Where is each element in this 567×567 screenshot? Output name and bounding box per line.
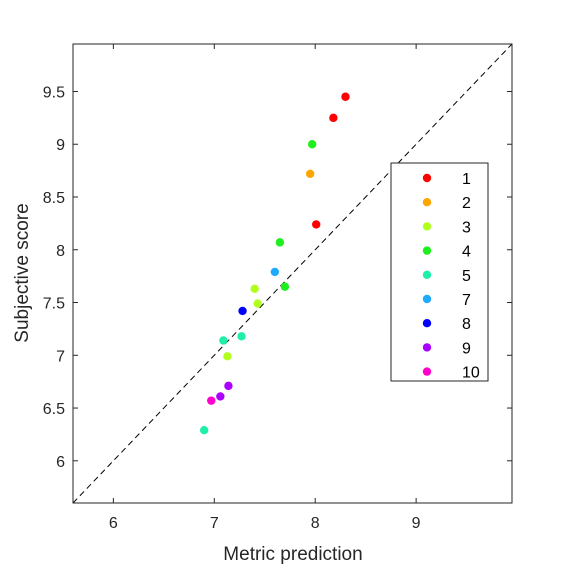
data-point-series-3 <box>250 284 259 293</box>
data-point-series-4 <box>280 282 290 291</box>
legend-label: 1 <box>462 171 471 188</box>
y-tick-label: 8.5 <box>43 190 65 207</box>
legend-marker-7 <box>422 294 432 304</box>
data-point-series-8 <box>238 306 247 316</box>
legend-label: 2 <box>462 195 471 212</box>
legend-marker-10 <box>422 367 432 376</box>
x-axis-label: Metric prediction <box>223 544 362 565</box>
data-point-series-3 <box>223 352 232 361</box>
y-tick-label: 9 <box>56 137 65 154</box>
y-tick-label: 8 <box>56 243 65 260</box>
x-tick-label: 8 <box>311 515 320 532</box>
legend-marker-8 <box>422 319 432 328</box>
data-point-series-7 <box>270 267 280 277</box>
y-tick-label: 9.5 <box>43 84 65 101</box>
legend-box <box>390 162 489 382</box>
data-point-series-9 <box>224 381 233 391</box>
data-point-series-5 <box>219 336 228 345</box>
legend-marker-4 <box>422 246 432 255</box>
data-point-series-2 <box>305 169 315 178</box>
y-tick-label: 6.5 <box>43 401 65 418</box>
y-axis-label: Subjective score <box>12 203 33 342</box>
legend-marker-3 <box>422 222 432 231</box>
y-tick-label: 7 <box>56 348 65 365</box>
legend-marker-1 <box>422 173 432 183</box>
legend-label: 5 <box>462 268 471 285</box>
legend-label: 3 <box>462 219 471 236</box>
data-point-series-9 <box>216 392 225 401</box>
y-tick-label: 7.5 <box>43 296 65 313</box>
identity-reference-line <box>72 43 513 504</box>
x-tick-label: 7 <box>210 515 219 532</box>
data-point-series-4 <box>275 238 285 247</box>
legend-marker-9 <box>422 343 432 352</box>
legend-label: 9 <box>462 340 471 357</box>
x-tick-label: 9 <box>412 515 421 532</box>
legend-marker-2 <box>422 198 432 207</box>
data-point-series-5 <box>237 332 246 341</box>
legend: 1 2 3 4 5 7 8 9 10 <box>390 162 489 382</box>
legend-label: 4 <box>462 244 471 261</box>
data-point-series-1 <box>329 113 338 123</box>
data-point-series-1 <box>312 220 321 229</box>
legend-label: 8 <box>462 316 471 333</box>
y-tick-label: 6 <box>56 454 65 471</box>
data-point-series-5 <box>199 425 209 435</box>
legend-marker-5 <box>422 270 432 279</box>
legend-label: 7 <box>462 292 471 309</box>
plot-frame <box>72 43 513 504</box>
data-point-series-10 <box>207 396 216 405</box>
x-tick-label: 6 <box>109 515 118 532</box>
data-point-series-4 <box>307 140 317 149</box>
data-point-series-3 <box>253 299 262 308</box>
legend-label: 10 <box>462 365 480 382</box>
data-point-series-1 <box>341 92 350 101</box>
